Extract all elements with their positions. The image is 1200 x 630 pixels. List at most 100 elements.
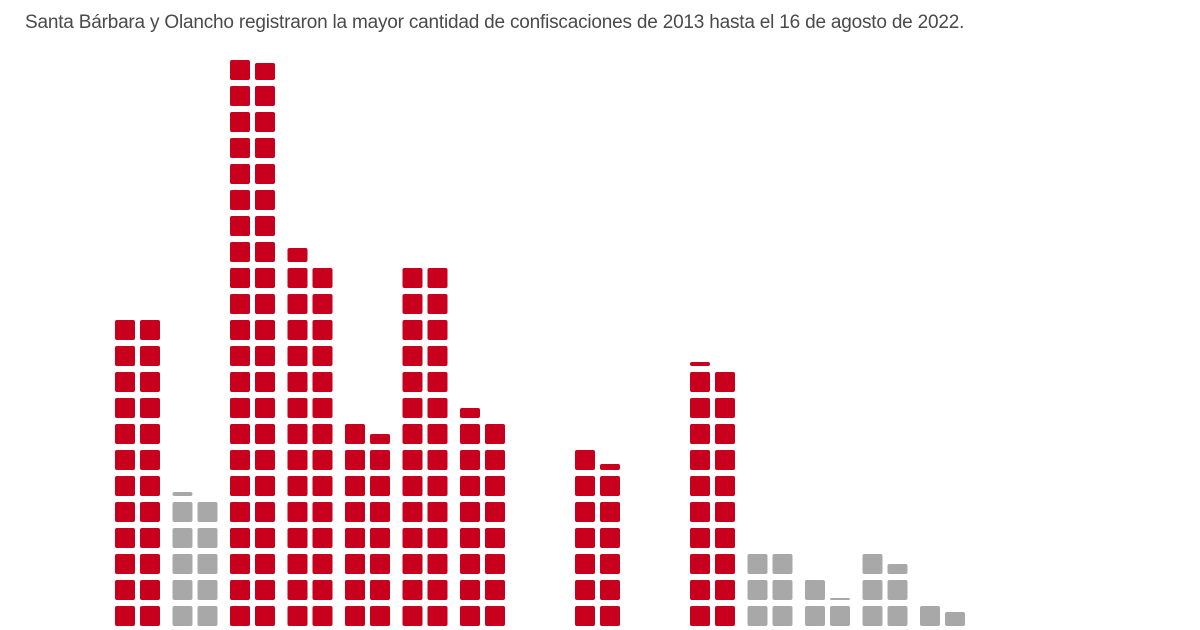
waffle-square [230, 86, 250, 106]
waffle-square [862, 580, 883, 600]
waffle-square [230, 242, 250, 262]
waffle-square [747, 606, 768, 626]
waffle-square [197, 606, 218, 626]
waffle-square [255, 346, 275, 366]
waffle-square [230, 398, 250, 418]
waffle-square [172, 606, 193, 626]
waffle-square [287, 580, 308, 600]
bar-2 [172, 492, 218, 626]
waffle-square [255, 424, 275, 444]
bar-9 [575, 450, 620, 626]
waffle-square [312, 294, 333, 314]
waffle-square [345, 502, 365, 522]
bar-11 [690, 362, 735, 626]
waffle-square [370, 606, 390, 626]
waffle-square [402, 320, 423, 340]
waffle-square [140, 554, 160, 574]
waffle-square [690, 362, 710, 366]
waffle-square [115, 554, 135, 574]
bar-7 [460, 408, 505, 626]
waffle-square [370, 450, 390, 470]
waffle-square [427, 502, 448, 522]
waffle-square [402, 294, 423, 314]
waffle-square [485, 502, 505, 522]
waffle-square [230, 606, 250, 626]
waffle-square [485, 424, 505, 444]
waffle-square [690, 476, 710, 496]
waffle-square [575, 528, 595, 548]
waffle-square [427, 372, 448, 392]
waffle-square [402, 346, 423, 366]
bar-5 [345, 424, 390, 626]
waffle-square [370, 476, 390, 496]
waffle-square [140, 424, 160, 444]
waffle-square [485, 450, 505, 470]
waffle-square [140, 606, 160, 626]
waffle-square [312, 320, 333, 340]
waffle-square [140, 398, 160, 418]
waffle-square [255, 294, 275, 314]
waffle-square [887, 580, 908, 600]
waffle-square [402, 580, 423, 600]
bar-14 [862, 554, 908, 626]
waffle-square [115, 580, 135, 600]
waffle-square [115, 476, 135, 496]
waffle-square [862, 606, 883, 626]
waffle-square [427, 346, 448, 366]
waffle-square [427, 424, 448, 444]
waffle-square [140, 320, 160, 340]
waffle-square [370, 502, 390, 522]
waffle-square [140, 476, 160, 496]
waffle-square [172, 502, 193, 522]
waffle-square [115, 320, 135, 340]
waffle-square [197, 528, 218, 548]
waffle-square [690, 554, 710, 574]
waffle-square [115, 346, 135, 366]
waffle-square [230, 346, 250, 366]
waffle-square [485, 554, 505, 574]
waffle-square [600, 502, 620, 522]
waffle-square [772, 580, 793, 600]
waffle-square [115, 450, 135, 470]
waffle-square [690, 372, 710, 392]
waffle-square [230, 528, 250, 548]
waffle-square [427, 606, 448, 626]
waffle-square [172, 492, 193, 496]
waffle-square [287, 528, 308, 548]
waffle-square [887, 564, 908, 574]
waffle-square [427, 476, 448, 496]
waffle-square [460, 476, 480, 496]
waffle-square [255, 528, 275, 548]
waffle-square [575, 580, 595, 600]
waffle-square [370, 528, 390, 548]
waffle-square [427, 398, 448, 418]
waffle-square [230, 502, 250, 522]
waffle-square [172, 554, 193, 574]
waffle-square [575, 554, 595, 574]
waffle-square [830, 598, 850, 600]
waffle-square [255, 216, 275, 236]
waffle-square [255, 476, 275, 496]
waffle-square [427, 528, 448, 548]
waffle-square [402, 424, 423, 444]
waffle-square [287, 268, 308, 288]
waffle-square [427, 580, 448, 600]
waffle-square [427, 554, 448, 574]
waffle-square [312, 450, 333, 470]
waffle-square [402, 476, 423, 496]
waffle-square [575, 606, 595, 626]
waffle-square [715, 372, 735, 392]
waffle-square [255, 320, 275, 340]
waffle-square [460, 408, 480, 418]
waffle-square [485, 606, 505, 626]
waffle-square [690, 528, 710, 548]
waffle-square [427, 450, 448, 470]
waffle-square [312, 502, 333, 522]
waffle-square [255, 398, 275, 418]
waffle-square [345, 476, 365, 496]
waffle-square [370, 580, 390, 600]
waffle-square [690, 580, 710, 600]
waffle-square [115, 424, 135, 444]
waffle-square [575, 502, 595, 522]
